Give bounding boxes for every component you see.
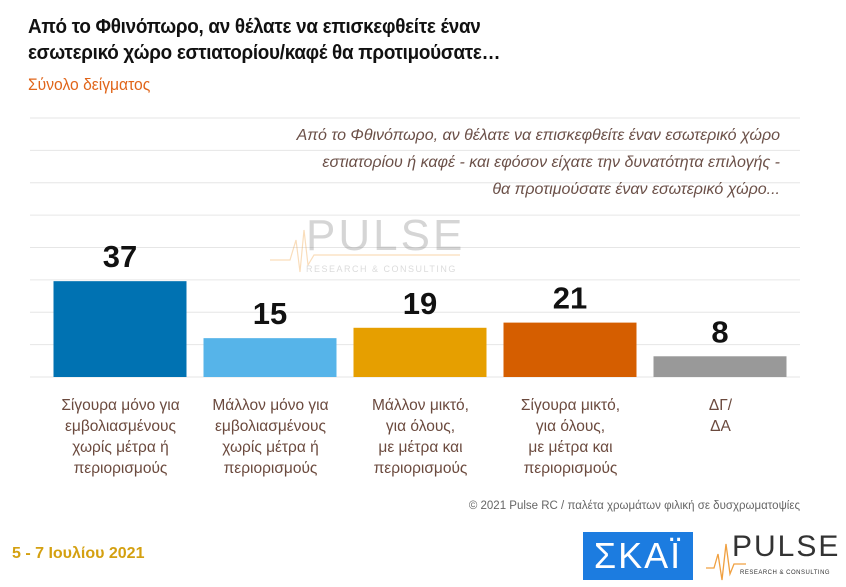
category-label: ΔΓ/ΔΑ — [648, 395, 793, 437]
category-label-line: Σίγουρα μικτό, — [520, 397, 621, 414]
watermark-word: PULSE — [306, 211, 465, 260]
pulse-logo: PULSE RESEARCH & CONSULTING — [706, 530, 838, 582]
category-label-line: για όλους, — [385, 418, 456, 435]
question-text: Από το Φθινόπωρο, αν θέλατε να επισκεφθε… — [180, 122, 780, 203]
bar — [653, 356, 787, 377]
category-label-line: ΔΑ — [710, 418, 731, 435]
skai-logo: ΣΚΑΪ — [583, 532, 693, 580]
category-label-line: χωρίς μέτρα ή — [222, 439, 319, 456]
pulse-logo-word: PULSE — [732, 530, 841, 563]
bar — [203, 338, 337, 377]
category-label: Σίγουρα μόνο για εμβολιασμένους χωρίς μέτρ… — [48, 395, 193, 479]
category-label-line: εμβολιασμένους — [65, 418, 176, 435]
watermark-tagline: RESEARCH & CONSULTING — [306, 264, 457, 274]
category-label: Μάλλον μικτό, για όλους, με μέτρα και περιο… — [348, 395, 493, 479]
data-label: 15 — [253, 296, 287, 331]
pulse-watermark: PULSE RESEARCH & CONSULTING — [270, 210, 470, 285]
category-label-line: με μέτρα και — [378, 439, 463, 456]
category-label: Μάλλον μόνο για εμβολιασμένους χωρίς μέτρα… — [198, 395, 343, 479]
category-label: Σίγουρα μικτό, για όλους, με μέτρα και περι… — [498, 395, 643, 479]
title-line-2: εσωτερικό χώρο εστιατορίου/καφέ θα προτι… — [28, 41, 501, 64]
category-label-line: Μάλλον μικτό, — [372, 397, 469, 414]
subtitle: Σύνολο δείγματος — [28, 75, 151, 94]
category-label-line: περιορισμούς — [373, 460, 468, 477]
question-line-2: εστιατορίου ή καφέ - και εφόσον είχατε τ… — [322, 154, 780, 171]
title-line-1: Από το Φθινόπωρο, αν θέλατε να επισκεφθε… — [28, 15, 481, 38]
question-line-3: θα προτιμούσατε έναν εσωτερικό χώρο... — [492, 181, 780, 198]
data-label: 19 — [403, 286, 437, 321]
category-label-line: Μάλλον μόνο για — [212, 397, 329, 414]
data-label: 8 — [711, 314, 728, 349]
category-label-line: χωρίς μέτρα ή — [72, 439, 169, 456]
category-label-line: με μέτρα και — [528, 439, 613, 456]
category-label-line: ΔΓ/ — [708, 397, 733, 414]
category-label-line: περιορισμούς — [73, 460, 168, 477]
question-line-1: Από το Φθινόπωρο, αν θέλατε να επισκεφθε… — [296, 127, 780, 144]
skai-logo-text: ΣΚΑΪ — [593, 535, 683, 576]
category-label-line: περιορισμούς — [223, 460, 318, 477]
pulse-logo-tagline: RESEARCH & CONSULTING — [740, 570, 831, 576]
copyright-note: © 2021 Pulse RC / παλέτα χρωμάτων φιλική… — [468, 500, 800, 512]
bar — [53, 281, 187, 377]
survey-dates: 5 - 7 Ιουλίου 2021 — [12, 545, 145, 562]
bar — [353, 327, 487, 377]
category-label-line: περιορισμούς — [523, 460, 618, 477]
bar — [503, 322, 637, 377]
category-label-line: Σίγουρα μόνο για — [61, 397, 180, 414]
data-label: 37 — [103, 239, 137, 274]
data-label: 21 — [553, 281, 587, 316]
category-label-line: εμβολιασμένους — [215, 418, 326, 435]
category-label-line: για όλους, — [535, 418, 606, 435]
page-title: Από το Φθινόπωρο, αν θέλατε να επισκεφθε… — [28, 14, 500, 66]
